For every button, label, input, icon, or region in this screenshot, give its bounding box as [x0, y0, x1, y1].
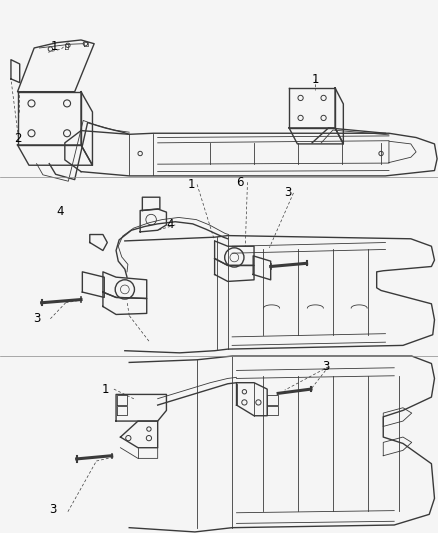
- Text: 6: 6: [236, 176, 244, 189]
- Text: 2: 2: [14, 132, 21, 145]
- Text: 3: 3: [49, 503, 56, 515]
- Text: 3: 3: [323, 360, 330, 373]
- Text: 3: 3: [285, 187, 292, 199]
- Text: 1: 1: [101, 383, 109, 396]
- Text: 4: 4: [166, 219, 174, 231]
- Text: 4: 4: [57, 205, 64, 218]
- Text: 1: 1: [311, 74, 319, 86]
- Text: 3: 3: [34, 312, 41, 325]
- Text: 1: 1: [51, 40, 59, 53]
- Text: 1: 1: [188, 179, 196, 191]
